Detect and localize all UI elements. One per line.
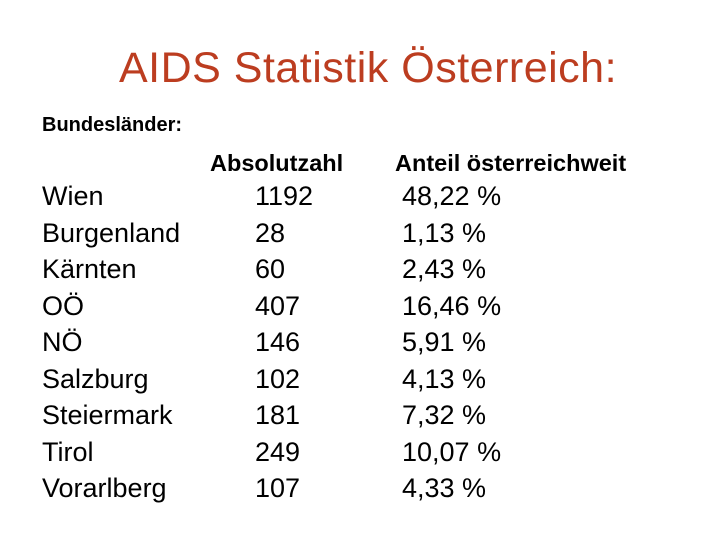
share-value: 16,46 %: [402, 290, 502, 321]
absolute-value: 407: [255, 290, 301, 321]
absolute-value: 249: [255, 436, 301, 467]
bundesland-name: Tirol: [42, 436, 94, 467]
table-row: Tirol 249 10,07 %: [42, 434, 501, 471]
share-value: 5,91 %: [402, 327, 487, 357]
share-value: 4,13 %: [402, 363, 487, 394]
absolute-value: 102: [255, 363, 301, 394]
bundesland-name: Burgenland: [42, 217, 181, 248]
table-row: NÖ 146 5,91 %: [42, 324, 501, 361]
bundesland-name: Vorarlberg: [42, 473, 167, 503]
bundesland-name: NÖ: [42, 327, 83, 357]
share-value: 1,13 %: [402, 217, 487, 248]
share-value: 10,07 %: [402, 436, 502, 467]
table-row: Steiermark 181 7,32 %: [42, 397, 501, 434]
table-row: Kärnten 60 2,43 %: [42, 251, 501, 288]
statistics-table: Wien 1192 48,22 % Burgenland 28 1,13 % Kärnten…: [42, 178, 501, 507]
absolute-value: 60: [255, 254, 286, 284]
table-row: OÖ 407 16,46 %: [42, 288, 501, 325]
bundesland-name: Wien: [42, 181, 104, 211]
bundesland-name: Kärnten: [42, 254, 137, 284]
slide-title: AIDS Statistik Österreich:: [118, 44, 618, 92]
bundesland-name: OÖ: [42, 290, 85, 321]
share-value: 2,43 %: [402, 254, 487, 284]
absolute-value: 181: [255, 400, 301, 430]
column-header-absolutzahl: Absolutzahl: [210, 150, 344, 176]
table-row: Wien 1192 48,22 %: [42, 178, 501, 215]
bundesland-name: Salzburg: [42, 363, 149, 394]
table-row: Vorarlberg 107 4,33 %: [42, 470, 501, 507]
table-row: Burgenland 28 1,13 %: [42, 215, 501, 252]
absolute-value: 28: [255, 217, 286, 248]
absolute-value: 107: [255, 473, 301, 503]
absolute-value: 1192: [255, 181, 314, 211]
column-header-anteil-oesterreichweit: Anteil österreichweit: [395, 150, 627, 176]
table-row: Salzburg 102 4,13 %: [42, 361, 501, 398]
bundesland-name: Steiermark: [42, 400, 173, 430]
section-label-bundeslaender: Bundesländer:: [42, 114, 183, 136]
share-value: 7,32 %: [402, 400, 487, 430]
share-value: 48,22 %: [402, 181, 502, 211]
absolute-value: 146: [255, 327, 301, 357]
share-value: 4,33 %: [402, 473, 487, 503]
